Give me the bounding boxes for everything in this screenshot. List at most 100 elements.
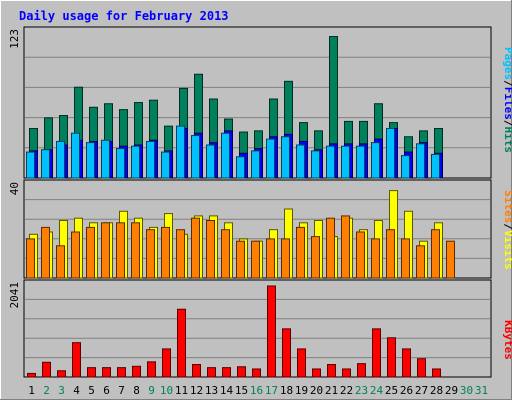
x-tick-label-day-8: 8 xyxy=(133,384,140,397)
bar-sites-day-19 xyxy=(296,226,305,279)
x-tick-label-day-1: 1 xyxy=(28,384,35,397)
x-tick-label-day-2: 2 xyxy=(43,384,50,397)
bar-kbytes-day-9 xyxy=(147,361,156,378)
bar-sites-day-17 xyxy=(266,238,275,279)
x-tick-label-day-23: 23 xyxy=(355,384,368,397)
bar-pages-day-16 xyxy=(251,150,260,179)
legend-item-kbytes: KBytes xyxy=(502,320,512,360)
x-tick-label-day-5: 5 xyxy=(88,384,95,397)
bar-pages-day-18 xyxy=(281,136,290,179)
legend-separator: / xyxy=(502,223,512,230)
y-max-label: 123 xyxy=(8,29,21,49)
bar-kbytes-day-5 xyxy=(87,367,96,378)
bar-sites-day-27 xyxy=(416,245,425,279)
bar-sites-day-15 xyxy=(236,240,245,279)
x-tick-label-day-7: 7 xyxy=(118,384,125,397)
y-max-label: 40 xyxy=(8,182,21,195)
bar-kbytes-day-10 xyxy=(162,348,171,378)
bar-kbytes-day-28 xyxy=(432,368,441,378)
x-tick-label-day-13: 13 xyxy=(205,384,218,397)
bar-sites-day-12 xyxy=(191,217,200,279)
x-tick-label-day-20: 20 xyxy=(310,384,323,397)
bar-sites-day-3 xyxy=(56,245,65,279)
x-tick-label-day-29: 29 xyxy=(445,384,458,397)
bar-pages-day-5 xyxy=(86,142,95,179)
bar-kbytes-day-26 xyxy=(402,348,411,378)
x-tick-label-day-30: 30 xyxy=(460,384,473,397)
x-tick-label-day-17: 17 xyxy=(265,384,278,397)
bar-pages-day-11 xyxy=(176,125,185,179)
legend-separator: / xyxy=(502,80,512,87)
x-tick-label-day-4: 4 xyxy=(73,384,80,397)
bar-kbytes-day-6 xyxy=(102,367,111,378)
bar-kbytes-day-14 xyxy=(222,367,231,378)
bar-sites-day-20 xyxy=(311,236,320,279)
bar-pages-day-17 xyxy=(266,138,275,179)
legend-3: KBytes xyxy=(502,320,512,360)
x-tick-label-day-18: 18 xyxy=(280,384,293,397)
bar-sites-day-1 xyxy=(26,238,35,279)
x-tick-label-day-15: 15 xyxy=(235,384,248,397)
bar-pages-day-12 xyxy=(191,135,200,179)
bar-kbytes-day-2 xyxy=(42,361,51,378)
plot-area xyxy=(23,279,492,378)
bar-kbytes-day-11 xyxy=(177,308,186,378)
bar-sites-day-4 xyxy=(71,231,80,279)
bar-kbytes-day-24 xyxy=(372,328,381,378)
bar-sites-day-23 xyxy=(356,231,365,279)
bar-kbytes-day-13 xyxy=(207,367,216,378)
x-tick-label-day-9: 9 xyxy=(148,384,155,397)
bar-sites-day-8 xyxy=(131,222,140,279)
x-tick-label-day-16: 16 xyxy=(250,384,263,397)
bar-pages-day-13 xyxy=(206,144,215,179)
bar-pages-day-19 xyxy=(296,144,305,179)
bar-sites-day-13 xyxy=(206,220,215,279)
x-tick-label-day-6: 6 xyxy=(103,384,110,397)
bar-kbytes-day-3 xyxy=(57,370,66,378)
bar-sites-day-9 xyxy=(146,229,155,279)
x-tick-label-day-12: 12 xyxy=(190,384,203,397)
bar-sites-day-29 xyxy=(446,240,455,279)
x-tick-label-day-3: 3 xyxy=(58,384,65,397)
bar-pages-day-3 xyxy=(56,140,65,179)
bar-kbytes-day-18 xyxy=(282,328,291,378)
bar-kbytes-day-21 xyxy=(327,364,336,378)
x-tick-label-day-14: 14 xyxy=(220,384,234,397)
panel-2: 40 Sites/Visits xyxy=(8,179,512,279)
bar-pages-day-6 xyxy=(101,139,110,179)
bar-sites-day-7 xyxy=(116,222,125,279)
bar-kbytes-day-17 xyxy=(267,285,276,378)
panel-3: 2041 KBytes xyxy=(8,279,512,378)
bar-pages-day-24 xyxy=(371,142,380,179)
bar-kbytes-day-23 xyxy=(357,363,366,378)
bar-kbytes-day-12 xyxy=(192,364,201,378)
bar-sites-day-26 xyxy=(401,238,410,279)
bar-sites-day-2 xyxy=(41,226,50,279)
bar-pages-day-27 xyxy=(416,143,425,179)
bar-sites-day-25 xyxy=(386,229,395,279)
bar-pages-day-21 xyxy=(326,145,335,179)
bar-kbytes-day-27 xyxy=(417,358,426,378)
y-max-label: 2041 xyxy=(8,282,21,309)
bar-pages-day-4 xyxy=(71,132,80,179)
bar-sites-day-22 xyxy=(341,215,350,279)
bar-kbytes-day-1 xyxy=(27,372,36,378)
bar-sites-day-18 xyxy=(281,238,290,279)
x-tick-label-day-11: 11 xyxy=(175,384,188,397)
legend-item-hits: Hits xyxy=(502,127,512,154)
bar-pages-day-23 xyxy=(356,145,365,179)
bar-sites-day-6 xyxy=(101,222,110,279)
legend-1: Pages/Files/Hits xyxy=(502,47,512,153)
bar-sites-day-16 xyxy=(251,240,260,279)
bar-kbytes-day-8 xyxy=(132,365,141,378)
legend-item-sites: Sites xyxy=(502,190,512,223)
x-tick-label-day-25: 25 xyxy=(385,384,398,397)
bar-sites-day-11 xyxy=(176,229,185,279)
bar-pages-day-8 xyxy=(131,145,140,179)
bar-pages-day-1 xyxy=(26,151,35,179)
bar-sites-day-28 xyxy=(431,229,440,279)
bar-kbytes-day-22 xyxy=(342,368,351,378)
x-tick-label-day-26: 26 xyxy=(400,384,413,397)
